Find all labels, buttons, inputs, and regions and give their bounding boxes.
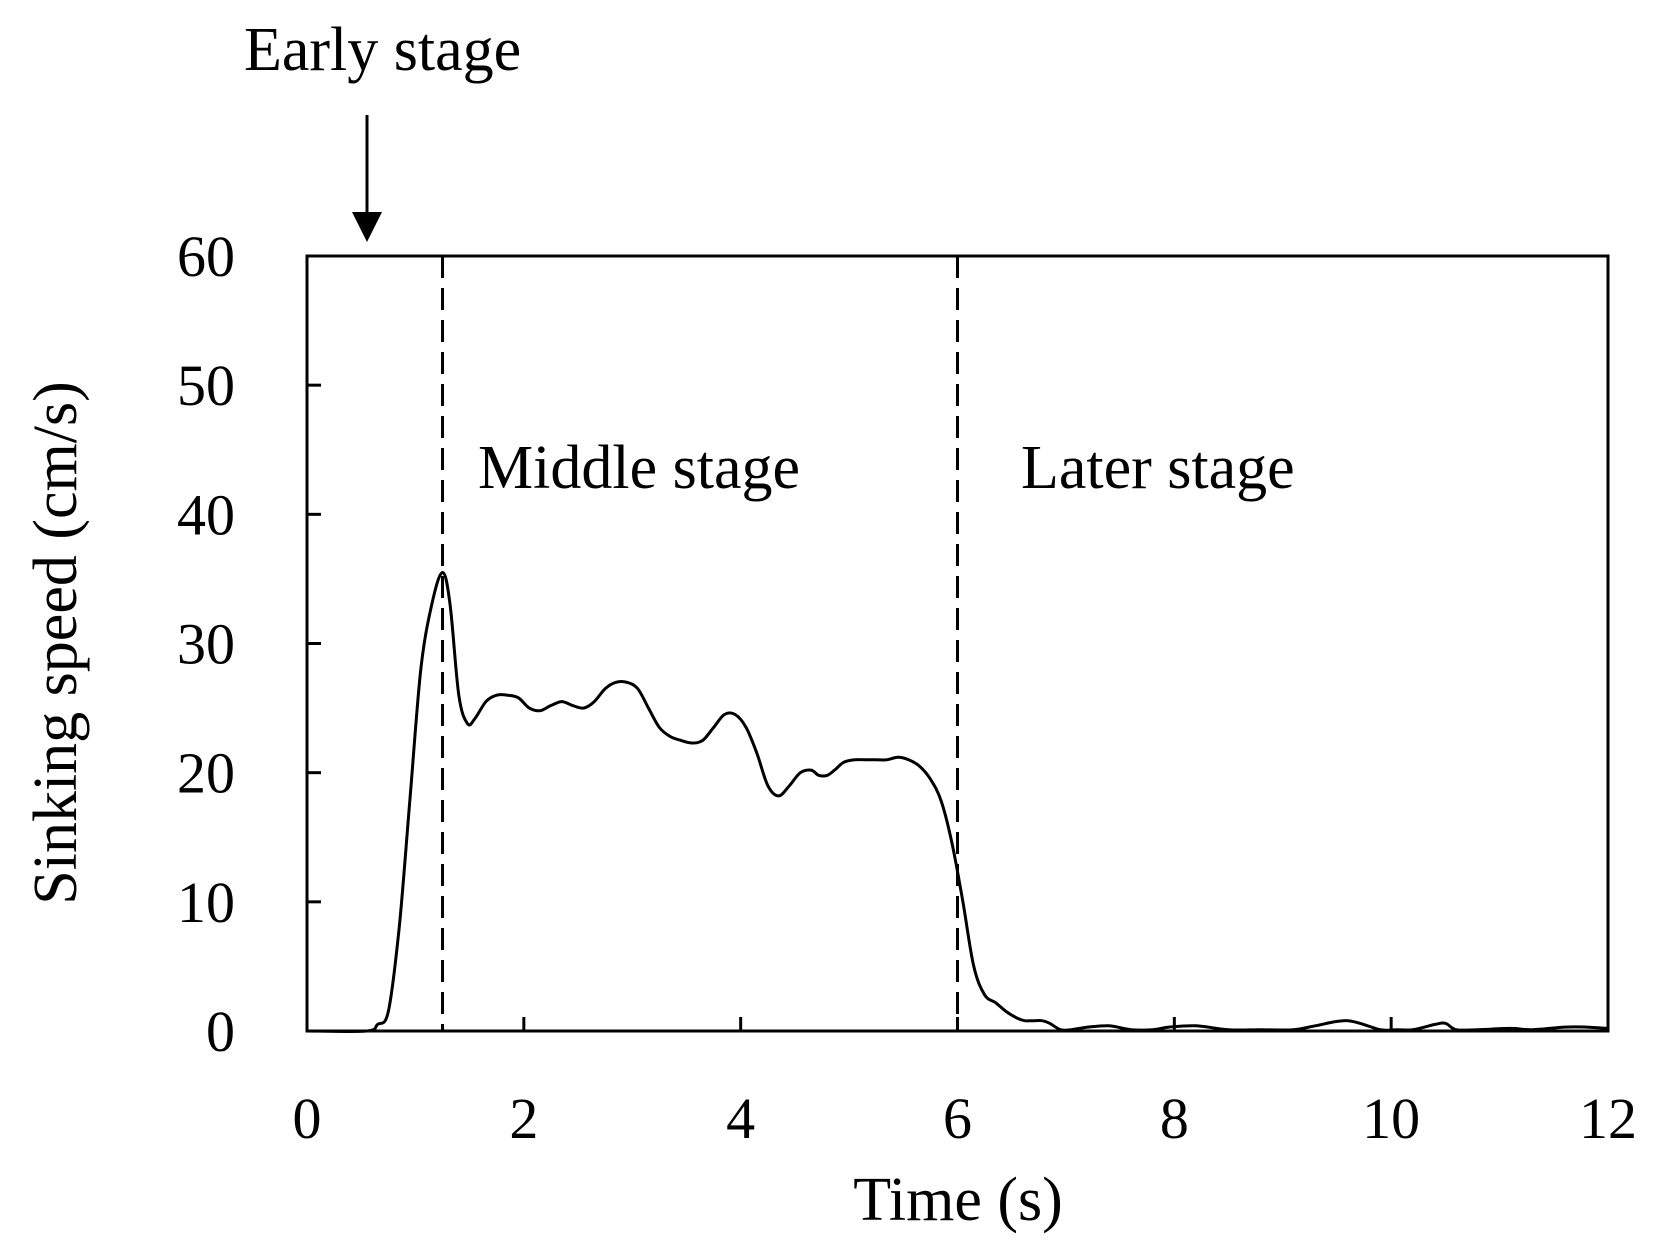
y-tick-label: 60 (177, 224, 235, 289)
x-axis-title: Time (s) (853, 1166, 1063, 1234)
middle-stage-label: Middle stage (478, 434, 800, 502)
x-tick-label: 4 (726, 1086, 755, 1151)
y-tick-label: 0 (206, 999, 235, 1064)
y-tick-label: 40 (177, 482, 235, 547)
later-stage-label: Later stage (1021, 434, 1295, 502)
early-stage-label: Early stage (244, 16, 521, 84)
early-stage-arrowhead (352, 212, 382, 242)
y-tick-label: 50 (177, 353, 235, 418)
x-tick-label: 8 (1160, 1086, 1189, 1151)
x-axis-ticks: 0 2 4 6 8 10 12 (293, 1017, 1637, 1151)
sinking-speed-line (306, 571, 1609, 1033)
x-tick-label: 6 (943, 1086, 972, 1151)
x-tick-label: 10 (1362, 1086, 1420, 1151)
x-tick-label: 12 (1579, 1086, 1637, 1151)
x-tick-label: 0 (293, 1086, 322, 1151)
y-axis-title: Sinking speed (cm/s) (22, 381, 90, 905)
x-tick-label: 2 (509, 1086, 538, 1151)
y-tick-label: 20 (177, 741, 235, 806)
y-tick-label: 10 (177, 870, 235, 935)
y-axis-ticks: 0 10 20 30 40 50 60 (177, 224, 321, 1064)
stage-dividers (441, 256, 959, 1031)
y-tick-label: 30 (177, 612, 235, 677)
